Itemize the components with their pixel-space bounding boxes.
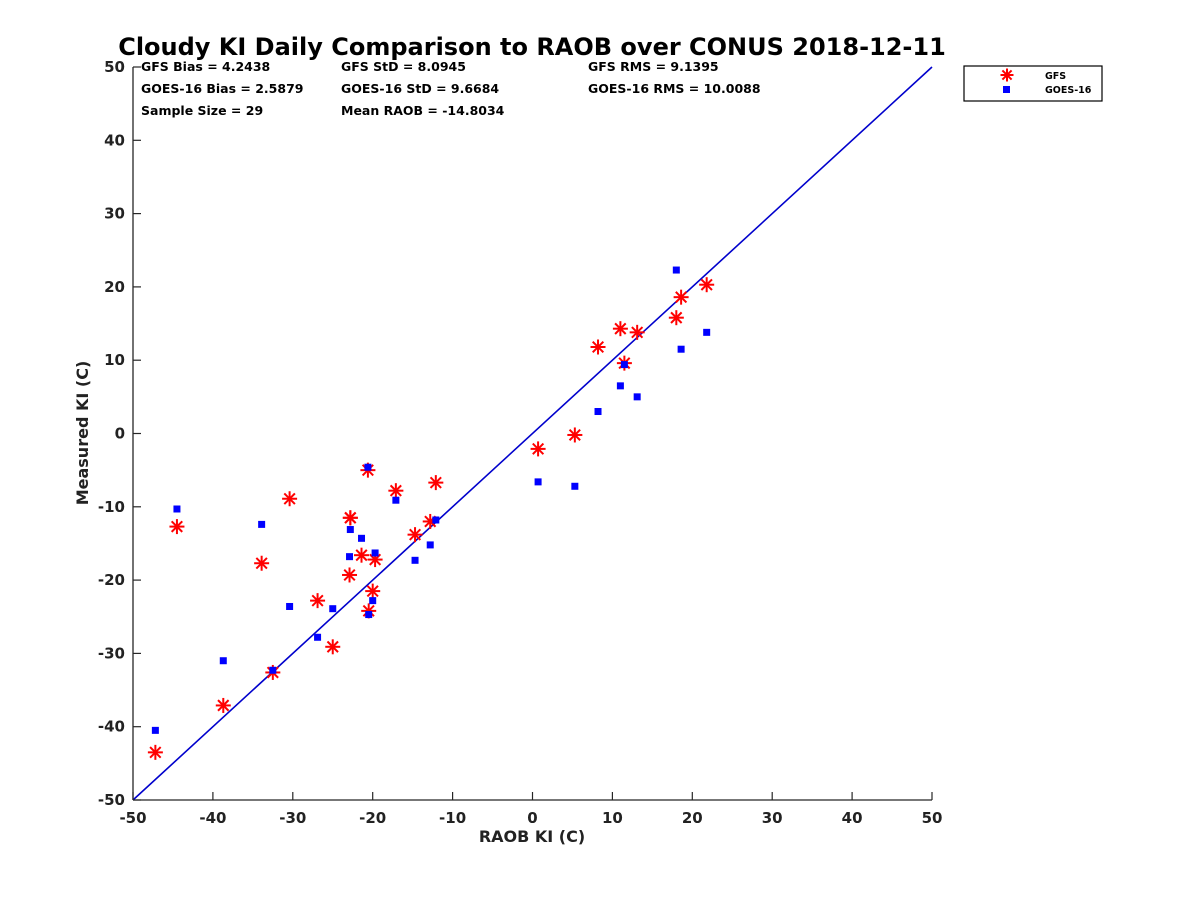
x-tick-label: 30 — [762, 809, 783, 827]
goes-16-point — [672, 266, 680, 274]
gfs-point — [530, 441, 546, 457]
goes-16-point — [358, 534, 366, 542]
y-tick-label: 50 — [104, 58, 125, 76]
goes-16-series — [151, 266, 711, 734]
legend-gfs-asterisk — [1000, 68, 1014, 82]
goes-16-point — [151, 726, 159, 734]
y-axis-label: Measured KI (C) — [73, 361, 92, 506]
x-tick-label: 50 — [922, 809, 943, 827]
legend-goes-label: GOES-16 — [1045, 85, 1092, 96]
x-tick-label: -40 — [199, 809, 226, 827]
y-ticks: 50 40 30 20 10 0 -10 -20 -30 -40 -50 — [98, 58, 141, 809]
x-tick-label: -50 — [119, 809, 146, 827]
gfs-point — [673, 289, 689, 305]
gfs-point — [699, 277, 715, 293]
y-tick-label: 0 — [115, 425, 125, 443]
gfs-point — [254, 555, 270, 571]
gfs-point — [342, 510, 358, 526]
goes-16-point — [369, 597, 377, 605]
chart-title: Cloudy KI Daily Comparison to RAOB over … — [118, 33, 946, 61]
goes-16-point — [365, 611, 373, 619]
x-tick-label: 0 — [527, 809, 537, 827]
gfs-point — [215, 697, 231, 713]
stat-mean-raob: Mean RAOB = -14.8034 — [341, 103, 505, 118]
gfs-point — [310, 593, 326, 609]
y-tick-label: 20 — [104, 278, 125, 296]
one-to-one-line — [132, 66, 933, 801]
stats-panel: GFS Bias = 4.2438 GFS StD = 8.0945 GFS R… — [141, 59, 761, 118]
goes-16-point — [364, 463, 372, 471]
legend-goes-marker — [1003, 86, 1010, 93]
y-tick-label: -50 — [98, 791, 125, 809]
goes-16-point — [620, 361, 628, 369]
x-tick-label: -10 — [439, 809, 466, 827]
goes-16-point — [534, 478, 542, 486]
x-ticks: -50 -40 -30 -20 -10 0 10 20 30 40 50 — [119, 792, 942, 827]
gfs-point — [169, 519, 185, 535]
x-axis-label: RAOB KI (C) — [479, 827, 585, 846]
gfs-point — [629, 324, 645, 340]
goes-16-point — [677, 345, 685, 353]
goes-16-point — [173, 505, 181, 513]
y-tick-label: 40 — [104, 131, 125, 149]
y-tick-label: -30 — [98, 644, 125, 662]
goes-16-point — [269, 666, 277, 674]
gfs-point — [342, 567, 358, 583]
goes-16-point — [426, 541, 434, 549]
gfs-point — [361, 603, 377, 619]
stat-gfs-bias: GFS Bias = 4.2438 — [141, 59, 270, 74]
y-tick-label: 30 — [104, 205, 125, 223]
y-tick-label: 10 — [104, 351, 125, 369]
gfs-point — [428, 475, 444, 491]
goes-16-point — [703, 328, 711, 336]
y-tick-label: -40 — [98, 718, 125, 736]
stat-goes-bias: GOES-16 Bias = 2.5879 — [141, 81, 303, 96]
goes-16-point — [314, 633, 322, 641]
x-tick-label: 40 — [842, 809, 863, 827]
gfs-point — [590, 339, 606, 355]
goes-16-point — [594, 408, 602, 416]
legend: GFS GOES-16 — [963, 65, 1103, 102]
stat-goes-std: GOES-16 StD = 9.6684 — [341, 81, 499, 96]
legend-gfs-marker — [1000, 68, 1014, 82]
x-tick-label: -20 — [359, 809, 386, 827]
gfs-point — [388, 483, 404, 499]
stat-sample-size: Sample Size = 29 — [141, 103, 263, 118]
goes-16-point — [346, 526, 354, 534]
gfs-point — [567, 427, 583, 443]
goes-16-point — [286, 602, 294, 610]
gfs-point — [325, 639, 341, 655]
goes-16-point — [219, 657, 227, 665]
gfs-point — [668, 310, 684, 326]
y-tick-label: -10 — [98, 498, 125, 516]
gfs-series — [147, 277, 715, 760]
gfs-point — [282, 491, 298, 507]
x-tick-label: -30 — [279, 809, 306, 827]
legend-gfs-label: GFS — [1045, 71, 1066, 82]
goes-16-point — [258, 520, 266, 528]
gfs-point — [612, 321, 628, 337]
gfs-point — [147, 744, 163, 760]
goes-16-point — [633, 393, 641, 401]
goes-16-point — [346, 553, 354, 561]
gfs-point — [407, 527, 423, 543]
plot-area: -50 -40 -30 -20 -10 0 10 20 30 40 50 50 40 30 20 10 0 -1… — [98, 58, 943, 827]
goes-16-point — [411, 556, 419, 564]
goes-16-point — [432, 516, 440, 524]
goes-16-point — [571, 482, 579, 490]
x-tick-label: 10 — [602, 809, 623, 827]
goes-16-point — [616, 382, 624, 390]
goes-16-point — [392, 496, 400, 504]
gfs-point — [354, 547, 370, 563]
goes-16-point — [329, 605, 337, 613]
x-tick-label: 20 — [682, 809, 703, 827]
stat-gfs-rms: GFS RMS = 9.1395 — [588, 59, 719, 74]
legend-box — [963, 65, 1103, 102]
stat-gfs-std: GFS StD = 8.0945 — [341, 59, 466, 74]
goes-16-point — [371, 549, 379, 557]
gfs-point — [365, 583, 381, 599]
stat-goes-rms: GOES-16 RMS = 10.0088 — [588, 81, 761, 96]
y-tick-label: -20 — [98, 571, 125, 589]
